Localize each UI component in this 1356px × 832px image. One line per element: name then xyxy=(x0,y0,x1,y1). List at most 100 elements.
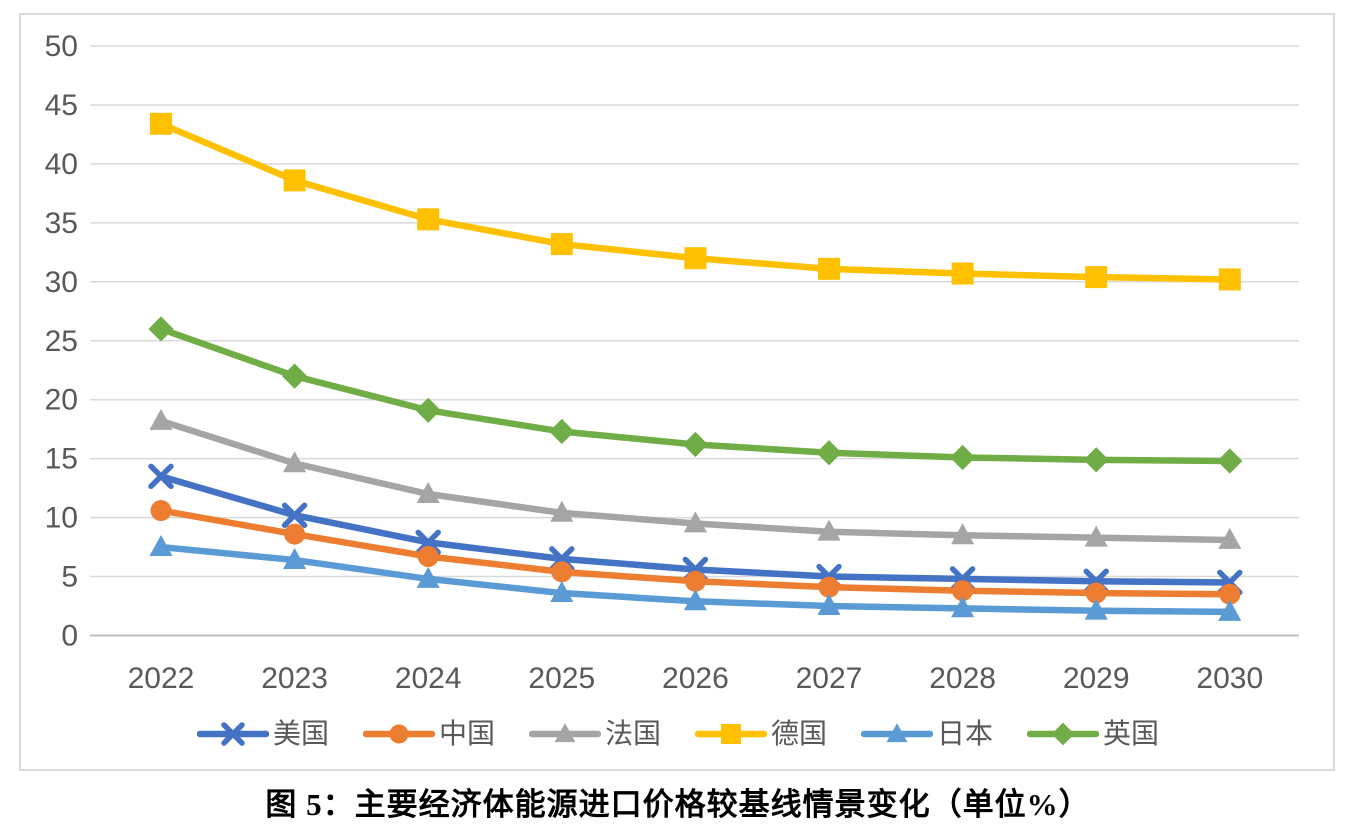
legend-key-cn xyxy=(362,724,435,744)
legend-label-cn: 中国 xyxy=(438,718,495,749)
figure-caption: 图 5：主要经济体能源进口价格较基线情景变化（单位%） xyxy=(265,787,1091,822)
circle-marker xyxy=(1219,583,1241,605)
legend-item-us: 美国 xyxy=(196,719,329,749)
x-tick-label: 2026 xyxy=(662,662,729,695)
diamond-marker xyxy=(415,397,441,423)
triangle-marker xyxy=(1084,525,1108,547)
x-tick-label: 2028 xyxy=(929,662,996,695)
gridlines xyxy=(90,45,1299,637)
triangle-marker xyxy=(149,408,173,430)
x-marker xyxy=(221,722,245,746)
legend-label-de: 德国 xyxy=(771,718,828,749)
triangle-marker xyxy=(817,593,841,615)
legend-label-uk: 英国 xyxy=(1103,718,1160,749)
series-fr xyxy=(149,408,1242,549)
x-marker xyxy=(281,502,308,528)
triangle-marker xyxy=(550,500,574,522)
x-tick-label: 2027 xyxy=(796,662,863,695)
series-cn xyxy=(150,500,1241,605)
legend-item-fr: 法国 xyxy=(528,718,661,749)
y-tick-label: 10 xyxy=(45,502,78,535)
circle-marker xyxy=(1085,582,1107,604)
series-de xyxy=(150,112,1241,291)
diamond-marker xyxy=(682,431,708,458)
legend-item-jp: 日本 xyxy=(861,719,993,749)
diamond-marker xyxy=(282,363,308,389)
triangle-marker xyxy=(1218,527,1242,549)
triangle-marker xyxy=(416,566,440,588)
circle-marker xyxy=(389,724,409,744)
triangle-marker xyxy=(1084,598,1108,620)
square-marker xyxy=(1085,266,1108,289)
triangle-marker xyxy=(550,580,574,602)
square-marker xyxy=(684,247,707,270)
circle-marker xyxy=(684,570,706,592)
circle-marker xyxy=(818,576,840,598)
triangle-marker xyxy=(817,519,841,541)
y-tick-label: 25 xyxy=(45,325,78,358)
diamond-marker xyxy=(549,418,575,445)
y-tick-label: 45 xyxy=(45,89,78,122)
triangle-marker xyxy=(149,535,173,556)
legend-key-uk xyxy=(1027,722,1100,746)
circle-marker xyxy=(551,561,573,583)
y-tick-label: 15 xyxy=(45,443,78,476)
y-tick-label: 35 xyxy=(45,207,78,240)
y-tick-label: 30 xyxy=(45,266,78,299)
triangle-marker xyxy=(951,596,975,618)
square-marker xyxy=(283,169,306,192)
triangle-marker xyxy=(1218,599,1242,621)
square-marker xyxy=(818,257,840,280)
x-tick-label: 2023 xyxy=(261,662,328,695)
legend-item-uk: 英国 xyxy=(1027,719,1159,749)
diamond-marker xyxy=(1051,722,1075,746)
triangle-marker xyxy=(886,723,908,743)
circle-marker xyxy=(150,500,172,522)
series-jp xyxy=(149,535,1242,621)
legend-label-jp: 日本 xyxy=(937,718,994,749)
legend-key-de xyxy=(695,724,767,744)
chart-border xyxy=(19,13,1335,771)
series-uk xyxy=(148,316,1243,474)
legend-label-fr: 法国 xyxy=(604,718,661,749)
circle-marker xyxy=(284,523,306,545)
legend-key-fr xyxy=(528,723,601,743)
triangle-marker xyxy=(416,481,440,503)
square-marker xyxy=(550,233,573,256)
x-tick-label: 2024 xyxy=(395,662,462,695)
x-tick-label: 2022 xyxy=(128,662,195,695)
square-marker xyxy=(1218,268,1241,291)
y-axis-labels: 0 5 10 15 20 25 30 35 40 45 50 xyxy=(45,30,78,653)
diamond-marker xyxy=(1217,448,1243,474)
triangle-marker xyxy=(951,523,975,545)
circle-marker xyxy=(952,580,974,602)
legend-item-cn: 中国 xyxy=(362,718,495,749)
x-tick-label: 2029 xyxy=(1063,662,1130,695)
triangle-marker xyxy=(683,511,707,533)
triangle-marker xyxy=(554,723,576,743)
diamond-marker xyxy=(816,440,842,466)
legend-item-de: 德国 xyxy=(695,719,827,749)
x-tick-label: 2030 xyxy=(1196,662,1263,695)
triangle-marker xyxy=(683,589,707,611)
legend-key-jp xyxy=(861,723,934,743)
triangle-marker xyxy=(283,451,307,473)
diamond-marker xyxy=(148,316,174,342)
x-axis-labels: 2022 2023 2024 2025 2026 2027 2028 2029 2030 xyxy=(128,662,1264,695)
diamond-marker xyxy=(950,444,976,471)
x-marker xyxy=(148,463,174,490)
circle-marker xyxy=(417,546,439,568)
y-tick-label: 20 xyxy=(45,384,78,417)
x-tick-label: 2025 xyxy=(528,662,595,695)
legend-key-us xyxy=(196,722,269,746)
y-tick-label: 40 xyxy=(45,148,78,181)
square-marker xyxy=(951,262,974,285)
chart-legend: 美国 中国 法国 德国 日本 英国 xyxy=(0,710,1356,758)
square-marker xyxy=(721,724,741,744)
square-marker xyxy=(417,208,440,231)
y-tick-label: 50 xyxy=(45,30,78,63)
square-marker xyxy=(150,112,172,135)
y-tick-label: 5 xyxy=(61,561,78,594)
